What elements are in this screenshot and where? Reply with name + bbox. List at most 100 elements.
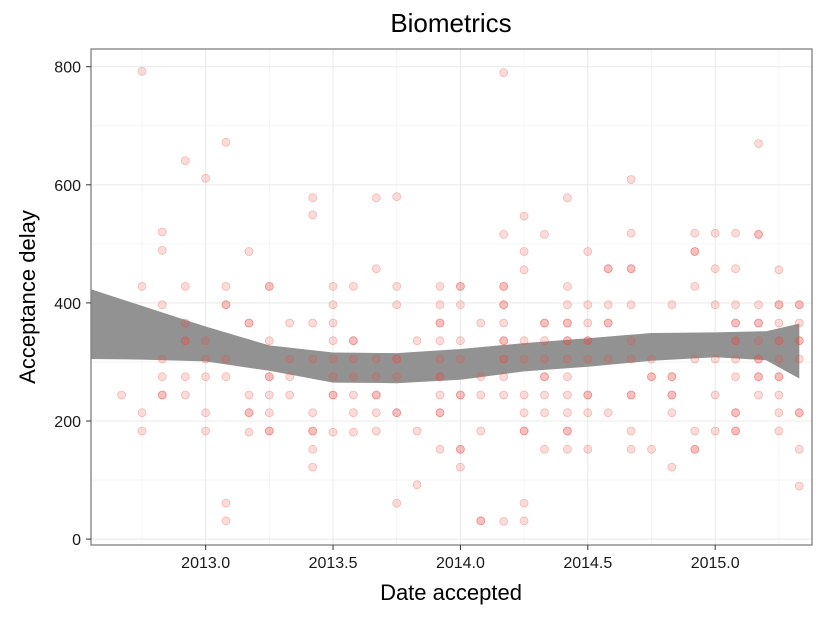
data-point	[667, 462, 677, 472]
y-tick-label: 400	[54, 296, 81, 313]
data-point	[499, 281, 509, 291]
data-point	[308, 426, 318, 436]
data-point	[221, 300, 231, 310]
data-point	[794, 318, 804, 328]
data-point	[563, 318, 572, 328]
data-point	[435, 372, 445, 382]
smooth-band	[91, 289, 800, 384]
data-point	[308, 354, 318, 364]
data-point	[626, 175, 636, 184]
data-point	[563, 444, 572, 454]
x-axis-title: Date accepted	[380, 580, 522, 605]
data-point	[647, 354, 656, 364]
data-point	[774, 372, 784, 382]
data-point	[499, 390, 509, 400]
data-point	[392, 408, 402, 418]
data-point	[221, 516, 231, 526]
data-point	[774, 300, 784, 310]
data-point	[392, 498, 402, 508]
data-point	[540, 318, 549, 328]
data-point	[731, 300, 740, 310]
data-point	[180, 336, 190, 346]
data-point	[137, 67, 147, 76]
data-point	[244, 247, 254, 256]
data-point	[731, 354, 740, 364]
data-point	[563, 336, 572, 346]
data-point	[626, 354, 636, 364]
data-point	[435, 408, 445, 418]
data-point	[392, 354, 402, 364]
data-point	[157, 390, 167, 400]
data-point	[392, 281, 402, 291]
data-point	[754, 372, 763, 382]
data-point	[476, 516, 486, 526]
data-point	[328, 281, 338, 291]
data-point	[455, 281, 465, 291]
data-point	[731, 228, 740, 238]
data-point	[794, 354, 804, 364]
data-point	[285, 354, 295, 364]
data-point	[754, 354, 763, 364]
data-point	[731, 318, 740, 328]
data-point	[264, 372, 274, 382]
data-point	[328, 300, 338, 310]
plot-border	[90, 48, 813, 546]
data-point	[328, 336, 338, 346]
data-point	[754, 372, 763, 382]
data-point	[285, 318, 295, 328]
data-point	[435, 408, 445, 418]
data-point	[540, 318, 549, 328]
data-point	[583, 300, 593, 310]
data-point	[285, 372, 295, 382]
data-point	[285, 390, 295, 400]
data-point	[540, 336, 549, 346]
data-point	[731, 426, 740, 436]
data-point	[540, 408, 549, 418]
data-point	[667, 300, 677, 310]
data-point	[180, 390, 190, 400]
data-point	[519, 516, 529, 526]
data-point	[348, 281, 358, 291]
data-point	[499, 281, 509, 291]
data-point	[690, 247, 700, 256]
data-point	[201, 173, 211, 183]
data-point	[540, 390, 549, 400]
data-point	[392, 192, 402, 202]
data-point	[626, 228, 636, 238]
data-point	[371, 354, 381, 364]
data-point	[667, 408, 677, 418]
data-point	[563, 318, 572, 328]
data-point	[603, 318, 613, 328]
data-point	[499, 517, 509, 526]
y-axis-ticks: 0 200 400 600 800	[54, 60, 91, 549]
data-point	[794, 300, 804, 310]
data-point	[476, 372, 486, 382]
data-point	[137, 408, 147, 418]
data-point	[754, 229, 763, 239]
data-point	[435, 372, 445, 382]
data-point	[455, 354, 465, 364]
data-point	[519, 426, 529, 436]
data-point	[117, 390, 126, 400]
data-point	[435, 318, 445, 328]
data-point	[731, 318, 740, 328]
smooth-confidence-band	[91, 289, 800, 384]
data-point	[519, 265, 529, 275]
data-point	[455, 300, 465, 310]
data-point	[626, 264, 636, 274]
data-point	[563, 426, 572, 436]
data-point	[626, 426, 636, 436]
data-point	[754, 318, 763, 328]
data-point	[264, 372, 274, 382]
data-point	[603, 408, 613, 418]
data-point	[221, 281, 231, 291]
data-point	[563, 426, 572, 436]
data-point	[348, 354, 358, 364]
data-point	[244, 390, 254, 400]
data-point	[435, 318, 445, 328]
data-point	[774, 408, 784, 418]
data-point	[540, 444, 549, 454]
data-point	[180, 318, 190, 328]
data-point	[690, 281, 700, 291]
